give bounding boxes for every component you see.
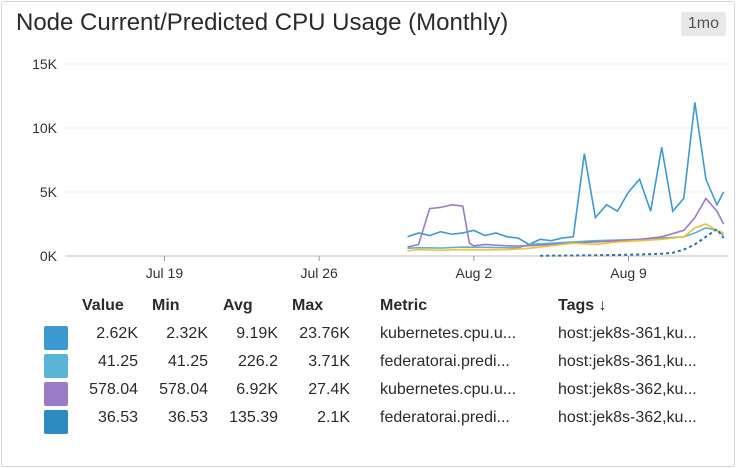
chart-grid [65, 63, 728, 257]
row-max: 3.71K [308, 353, 350, 370]
row-value: 2.62K [96, 325, 138, 342]
x-tick-label: Aug 2 [456, 265, 493, 281]
row-metric: federatorai.predi... [380, 409, 510, 426]
row-tags: host:jek8s-362,ku... [558, 381, 697, 398]
row-min: 578.04 [159, 381, 208, 398]
row-tags: host:jek8s-361,ku... [558, 325, 697, 342]
legend-header-row: Value Min Avg Max Metric Tags ↓ [2, 297, 734, 325]
row-avg: 9.19K [236, 325, 278, 342]
row-max: 2.1K [317, 409, 350, 426]
y-tick-label: 15K [32, 56, 58, 72]
row-value: 41.25 [97, 353, 138, 370]
timeframe-badge[interactable]: 1mo [680, 12, 726, 36]
y-tick-label: 10K [32, 120, 58, 136]
row-min: 36.53 [167, 409, 208, 426]
series-line-3 [407, 197, 725, 248]
row-tags: host:jek8s-362,ku... [558, 409, 697, 426]
y-tick-label: 5K [40, 184, 58, 200]
header-tags[interactable]: Tags ↓ [558, 297, 607, 314]
y-tick-label: 0K [40, 248, 58, 264]
header-max[interactable]: Max [292, 297, 324, 314]
series-line-4 [407, 223, 724, 252]
y-axis-ticks: 15K 10K 5K 0K [32, 56, 58, 264]
x-tick-label: Aug 9 [610, 265, 647, 281]
series-lines [407, 102, 725, 257]
row-max: 23.76K [299, 325, 350, 342]
row-value: 578.04 [89, 381, 138, 398]
header-value[interactable]: Value [82, 297, 124, 314]
legend-row[interactable]: 578.04 578.04 6.92K 27.4K kubernetes.cpu… [2, 381, 734, 409]
series-color-swatch [44, 382, 68, 406]
row-min: 2.32K [166, 325, 208, 342]
x-tick-label: Jul 19 [146, 265, 184, 281]
row-max: 27.4K [308, 381, 350, 398]
x-axis-ticks: Jul 19 Jul 26 Aug 2 Aug 9 [146, 256, 647, 281]
series-line-1 [407, 102, 725, 246]
row-avg: 6.92K [236, 381, 278, 398]
legend-row[interactable]: 36.53 36.53 135.39 2.1K federatorai.pred… [2, 409, 734, 437]
x-tick-label: Jul 26 [300, 265, 338, 281]
series-line-2 [407, 226, 725, 250]
timeseries-chart[interactable]: 15K 10K 5K 0K Jul 19 Jul 26 Aug 2 Aug 9 [2, 2, 734, 292]
legend-row[interactable]: 2.62K 2.32K 9.19K 23.76K kubernetes.cpu.… [2, 325, 734, 353]
row-tags: host:jek8s-361,ku... [558, 353, 697, 370]
row-min: 41.25 [167, 353, 208, 370]
series-color-swatch [44, 326, 68, 350]
row-metric: kubernetes.cpu.u... [380, 325, 517, 342]
series-line-5 [540, 227, 725, 257]
row-avg: 135.39 [229, 409, 278, 426]
row-value: 36.53 [97, 409, 138, 426]
row-avg: 226.2 [237, 353, 278, 370]
series-color-swatch [44, 410, 68, 434]
row-metric: kubernetes.cpu.u... [380, 381, 517, 398]
header-min[interactable]: Min [152, 297, 180, 314]
series-color-swatch [44, 354, 68, 378]
widget-title: Node Current/Predicted CPU Usage (Monthl… [16, 9, 509, 36]
legend-row[interactable]: 41.25 41.25 226.2 3.71K federatorai.pred… [2, 353, 734, 381]
header-metric[interactable]: Metric [380, 297, 428, 314]
row-metric: federatorai.predi... [380, 353, 510, 370]
header-avg[interactable]: Avg [223, 297, 253, 314]
